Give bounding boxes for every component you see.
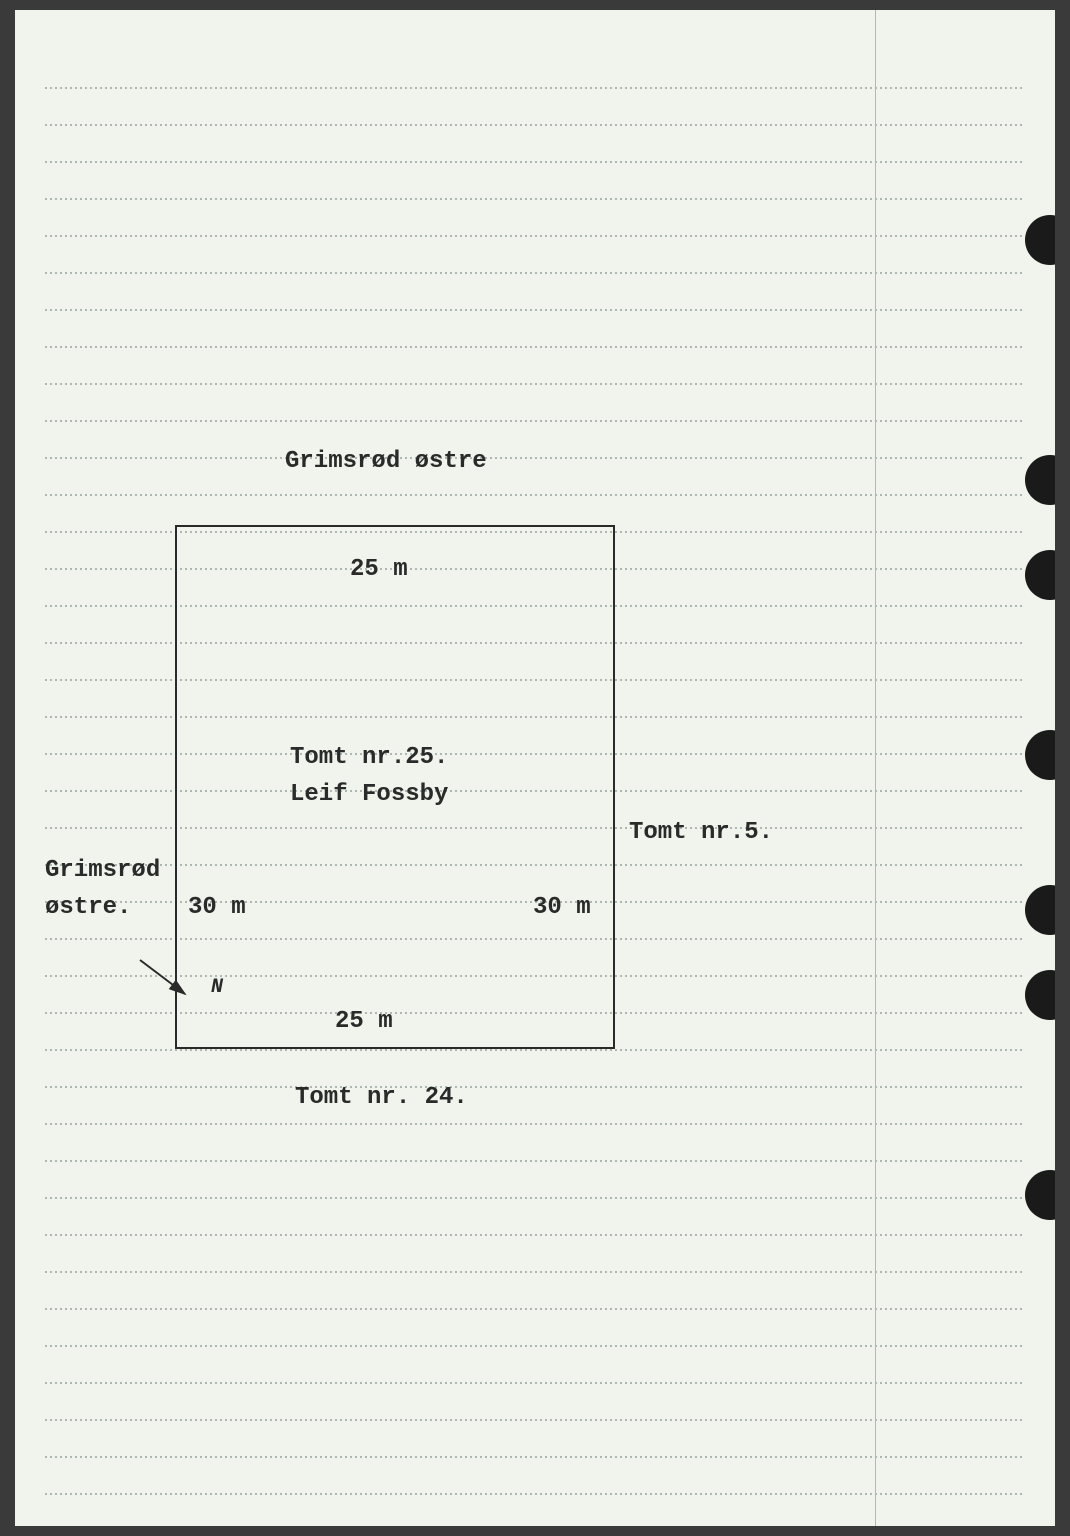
- document-page: Grimsrød østre Grimsrød østre. 25 m 25 m…: [15, 10, 1055, 1526]
- label-left-dimension: 30 m: [188, 894, 246, 921]
- label-right-plot: Tomt nr.5.: [629, 819, 773, 846]
- label-right-dimension: 30 m: [533, 894, 591, 921]
- label-left-line2: østre.: [45, 894, 131, 921]
- label-owner-name: Leif Fossby: [290, 781, 448, 808]
- label-left-line1: Grimsrød: [45, 857, 160, 884]
- label-plot-number: Tomt nr.25.: [290, 744, 448, 771]
- label-bottom-plot: Tomt nr. 24.: [295, 1084, 468, 1111]
- label-top-dimension: 25 m: [350, 556, 408, 583]
- compass-letter: N: [211, 976, 223, 999]
- label-top-title: Grimsrød østre: [285, 448, 487, 475]
- margin-line: [875, 10, 876, 1526]
- label-bottom-dimension: 25 m: [335, 1008, 393, 1035]
